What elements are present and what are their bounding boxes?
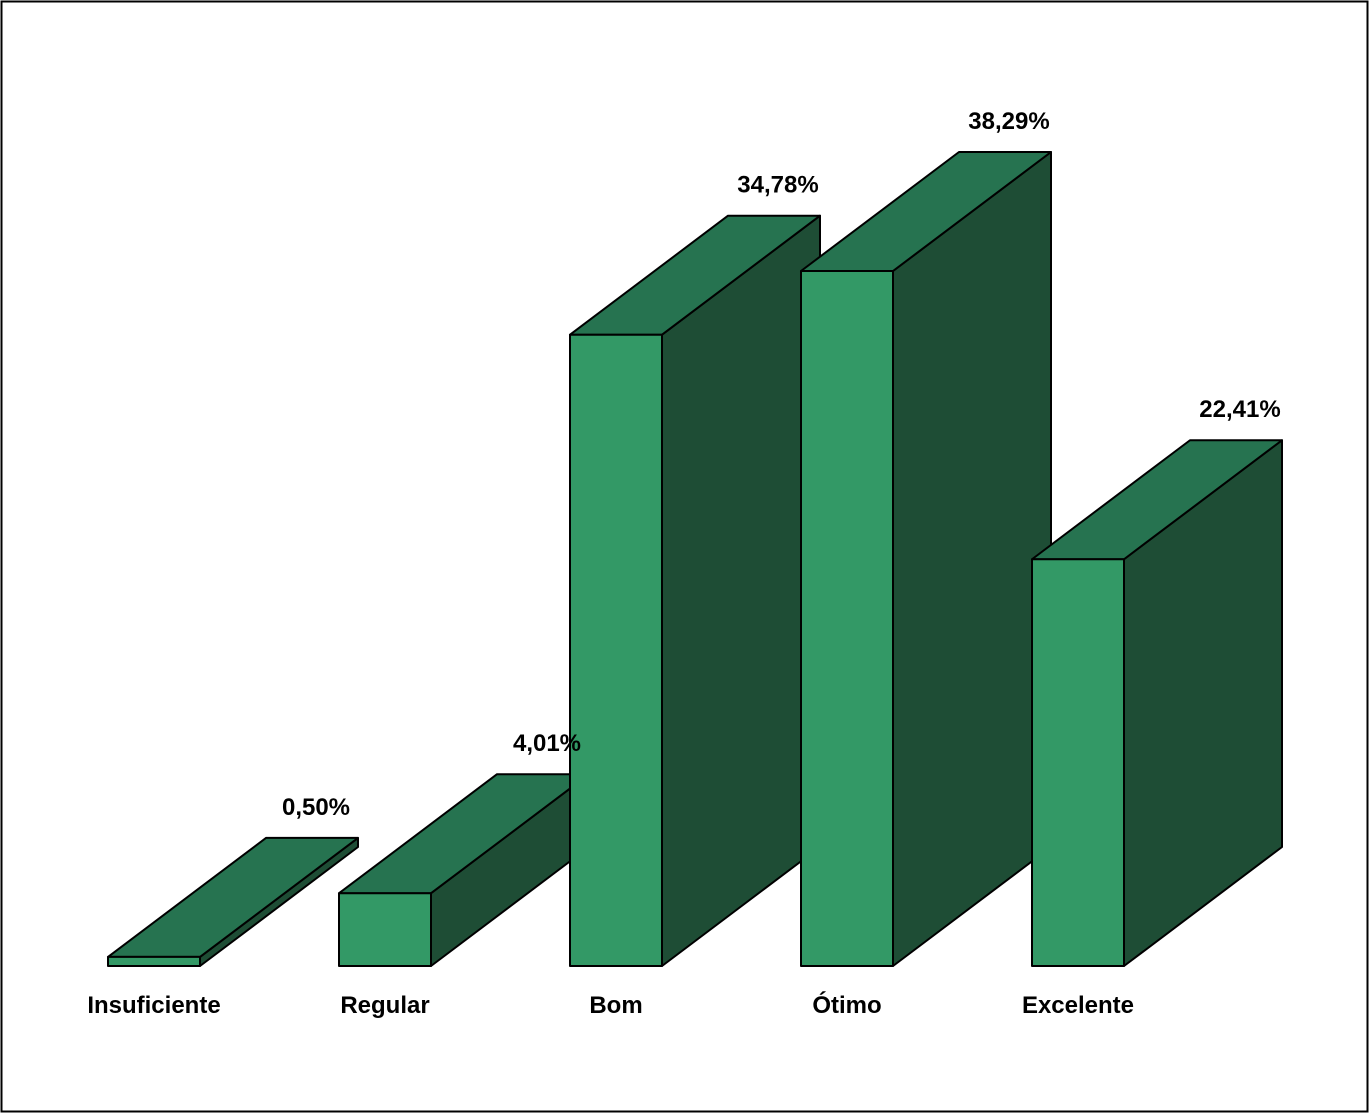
- bar-front-face: [107, 955, 201, 967]
- bar-4: [800, 151, 1052, 967]
- bar-side-face: [892, 151, 1052, 967]
- value-label: 22,41%: [1199, 396, 1280, 423]
- category-label: Regular: [340, 992, 429, 1019]
- category-label: Ótimo: [812, 991, 881, 1019]
- category-label: Insuficiente: [87, 992, 220, 1019]
- bar-front-face: [1031, 558, 1125, 967]
- category-labels-group: Insuficiente Regular Bom Ótimo Excelente: [87, 991, 1134, 1019]
- category-label: Bom: [589, 992, 642, 1019]
- value-label: 4,01%: [513, 730, 581, 757]
- value-label: 38,29%: [968, 108, 1049, 135]
- bar-5: [1031, 439, 1283, 967]
- value-label: 34,78%: [737, 172, 818, 199]
- category-label: Excelente: [1022, 992, 1134, 1019]
- bar-front-face: [569, 333, 663, 967]
- value-label: 0,50%: [282, 794, 350, 821]
- bar-side-face: [661, 214, 821, 967]
- bar-1: [107, 836, 359, 967]
- value-labels-group: 0,50% 4,01% 34,78% 38,29% 22,41%: [282, 108, 1281, 821]
- bars-group: [107, 151, 1283, 967]
- bar-front-face: [800, 270, 894, 967]
- bar-front-face: [338, 892, 432, 967]
- bar-3: [569, 214, 821, 967]
